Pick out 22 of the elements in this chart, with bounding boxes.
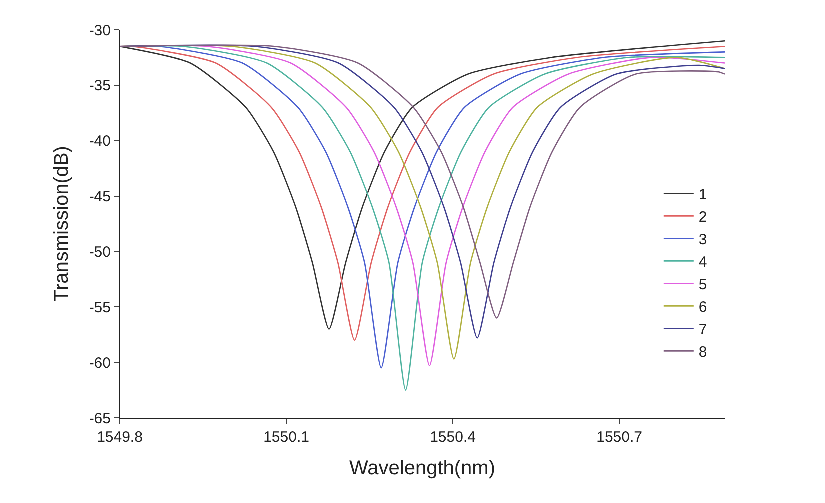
y-tick-label: -65 (89, 410, 111, 428)
legend-label: 2 (698, 209, 708, 226)
y-tick-label: -50 (89, 244, 111, 261)
x-tick-label: 1550.7 (596, 429, 642, 446)
legend-label: 8 (698, 344, 708, 362)
y-tick-label: -40 (89, 133, 111, 150)
legend-label: 7 (698, 322, 708, 339)
x-tick-label: 1549.8 (97, 429, 143, 446)
x-tick-label: 1550.1 (264, 429, 310, 446)
legend-label: 3 (698, 232, 708, 249)
y-tick-label: -35 (89, 78, 111, 95)
y-tick-label: -30 (89, 22, 111, 40)
legend-label: 4 (698, 254, 708, 272)
y-tick-label: -60 (89, 354, 111, 372)
x-axis-title: Wavelength(nm) (350, 458, 496, 480)
legend-label: 1 (698, 186, 708, 204)
y-tick-label: -45 (89, 188, 111, 206)
y-axis-title: Transmission(dB) (50, 146, 73, 302)
y-tick-label: -55 (89, 299, 111, 316)
x-tick-label: 1550.4 (430, 429, 476, 446)
legend-label: 6 (698, 299, 708, 316)
legend-label: 5 (698, 276, 708, 294)
